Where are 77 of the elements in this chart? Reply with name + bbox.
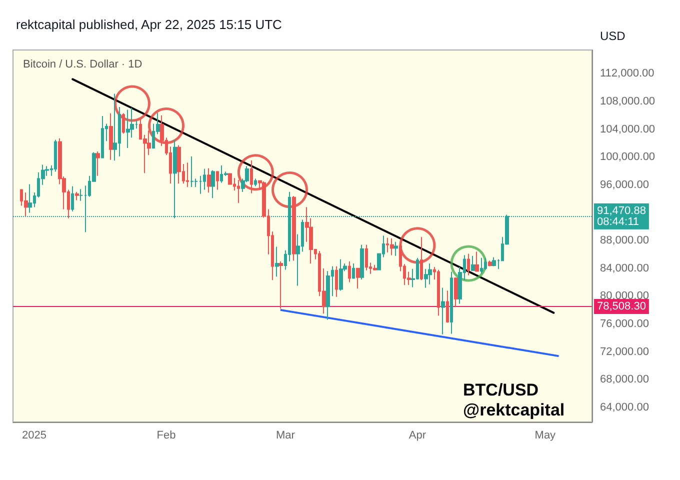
candlestick [471,255,475,271]
candlestick [365,244,368,271]
candlestick [356,268,360,289]
candlestick [446,290,449,324]
y-tick-label: 96,000.00 [600,178,649,191]
candlestick [420,236,423,281]
candlestick [122,112,125,134]
candlestick [390,238,394,256]
candlestick [177,144,181,184]
ref-line-label: 91,470.88 08:44:11 [597,204,646,228]
candlestick [373,264,377,271]
x-tick-label: Feb [156,430,176,442]
candlestick [275,246,279,278]
candlestick [207,168,211,194]
candlestick [75,191,79,201]
candlestick [126,109,130,149]
text: rektcapital published, Apr 22, 2025 15:15 UTC [16,17,282,32]
candlestick [24,192,28,217]
y-tick-label: 112,000.00 [600,68,654,80]
candlestick [360,244,364,280]
y-axis-title: USD [600,29,626,43]
candlestick [292,196,296,262]
candlestick [96,151,100,176]
candlestick [441,287,445,335]
candlestick [352,262,355,280]
y-tick-label: 72,000.00 [600,346,649,358]
y-tick-label: 84,000.00 [600,262,649,274]
candlestick [211,170,215,199]
candlestick [113,93,117,162]
candlestick [475,251,479,272]
ref-line-label: 78,508.30 [597,300,646,313]
candlestick [348,260,351,283]
y-tick-label: 104,000.00 [600,123,656,136]
candlestick [279,260,283,310]
y-tick-label: 108,000.00 [600,95,656,108]
candlestick [437,269,440,316]
candlestick [54,139,57,172]
x-tick-label: Mar [276,430,296,442]
candlestick [237,180,240,204]
point [272,172,308,208]
candlestick [428,262,432,285]
candlestick [109,112,113,160]
y-tick-label: 88,000.00 [600,234,649,247]
x-tick-label: May [534,430,556,442]
candlestick [186,162,189,188]
candlestick [216,171,219,190]
candlestick [492,256,496,267]
y-tick-label: 80,000.00 [600,290,649,302]
candlestick [71,186,74,212]
candlestick [480,257,483,274]
x-tick-label: 2025 [22,430,47,442]
candlestick [335,266,338,298]
candlestick [190,156,194,188]
x-tick-label: Apr [408,430,426,442]
candlestick [450,271,453,334]
point [450,245,487,282]
candlestick [254,178,257,187]
y-tick-label: 68,000.00 [600,374,649,386]
y-tick-label: 100,000.00 [600,151,656,164]
candlestick [339,258,343,292]
candlestick [454,276,458,308]
candlestick [79,188,83,202]
candlestick [250,160,253,194]
text: Bitcoin / U.S. Dollar · 1D [23,58,142,70]
candlestick [394,241,398,256]
candlestick [467,253,470,276]
candlestick [484,257,487,270]
point [114,85,150,122]
candlestick [488,260,492,267]
point [148,108,185,144]
candlestick [101,116,104,158]
candlestick [28,184,32,214]
y-tick-label: 76,000.00 [600,318,649,330]
y-tick-label: 64,000.00 [600,401,649,414]
candlestick [203,168,206,190]
point [237,154,274,191]
annotation: BTC/USD @rektcapital [463,380,565,420]
